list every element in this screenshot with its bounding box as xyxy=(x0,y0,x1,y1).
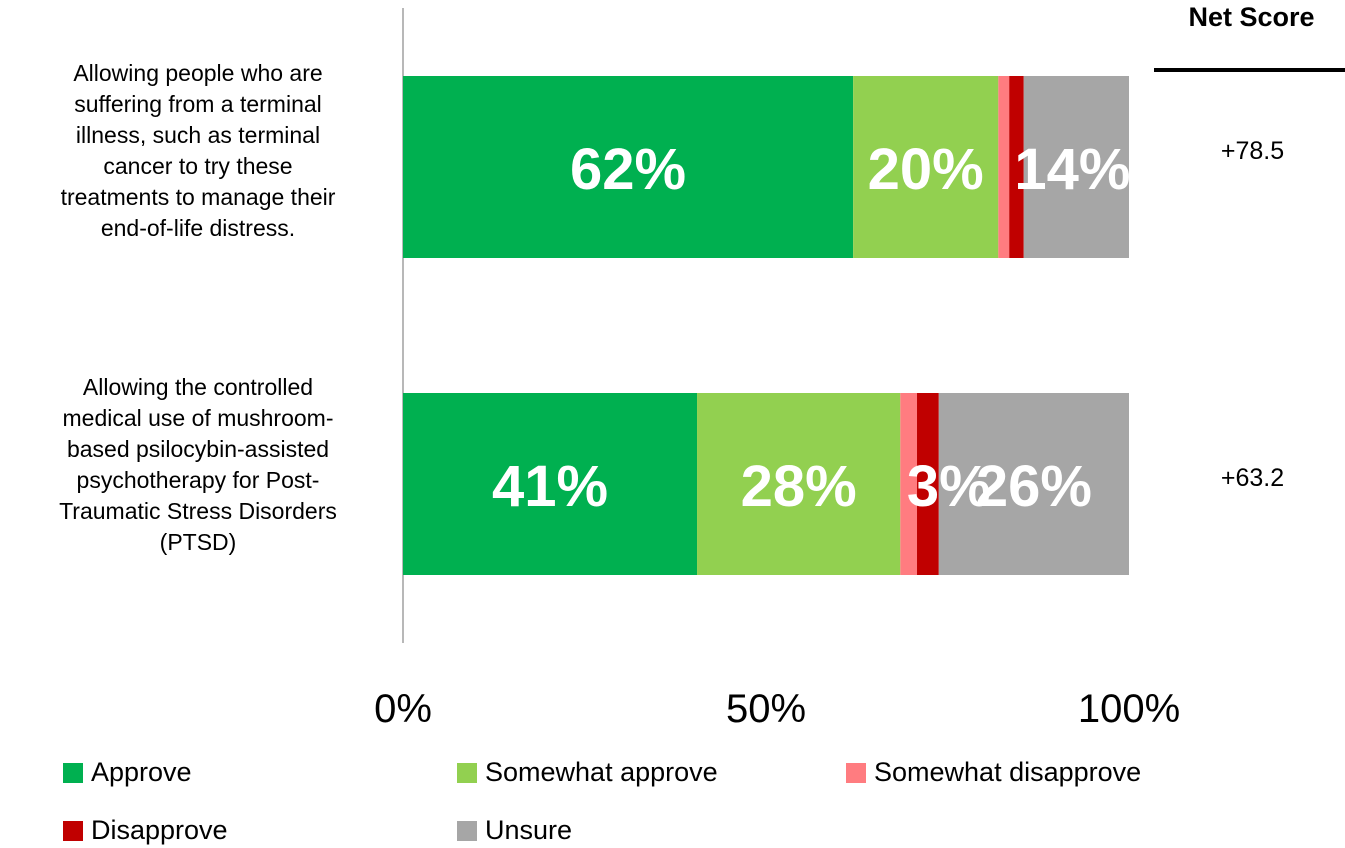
bar-somewhat-approve-1 xyxy=(697,393,901,575)
legend-label-disapprove: Disapprove xyxy=(91,815,228,845)
category-label-line: Allowing people who are xyxy=(73,60,323,86)
legend-item-unsure: Unsure xyxy=(457,815,572,846)
category-label-line: Allowing the controlled xyxy=(82,374,314,400)
data-label-somewhat-approve-1: 28% xyxy=(741,454,857,519)
legend-label-approve: Approve xyxy=(91,757,192,787)
category-label-line: based psilocybin-assisted xyxy=(66,436,330,462)
bar-somewhat-disapprove-1 xyxy=(900,393,918,575)
category-label-0: Allowing people who are suffering from a … xyxy=(8,58,388,244)
net-score-value-1: +63.2 xyxy=(1220,464,1285,492)
net-score-rule xyxy=(1154,68,1345,72)
x-tick-label: 100% xyxy=(1078,687,1180,731)
category-label-line: (PTSD) xyxy=(159,529,237,555)
data-label-approve-1: 41% xyxy=(492,454,608,519)
bar-disapprove-1 xyxy=(917,393,939,575)
legend-label-unsure: Unsure xyxy=(485,815,573,845)
bar-approve-1 xyxy=(403,393,698,575)
data-label-disapprove-1: 3% xyxy=(907,454,991,519)
data-label-unsure-1: 26% xyxy=(976,454,1092,519)
category-label-line: suffering from a terminal xyxy=(74,91,322,117)
category-label-line: illness, such as terminal xyxy=(75,122,321,148)
category-label-line: Traumatic Stress Disorders xyxy=(59,498,337,524)
bar-unsure-1 xyxy=(938,393,1129,575)
legend-swatch-approve xyxy=(63,762,83,783)
category-label-line: medical use of mushroom- xyxy=(62,405,334,431)
legend-label-somewhat-disapprove: Somewhat disapprove xyxy=(874,757,1142,787)
category-label-line: treatments to manage their xyxy=(60,184,336,210)
bar-somewhat-approve-0 xyxy=(853,76,999,258)
legend-swatch-unsure xyxy=(457,820,477,841)
legend-item-somewhat-approve: Somewhat approve xyxy=(457,757,718,788)
category-label-line: psychotherapy for Post- xyxy=(76,467,320,493)
legend-item-disapprove: Disapprove xyxy=(63,815,228,846)
data-label-unsure-0: 14% xyxy=(1014,137,1130,202)
legend-swatch-disapprove xyxy=(63,820,83,841)
legend-item-somewhat-disapprove: Somewhat disapprove xyxy=(846,757,1141,788)
legend-item-approve: Approve xyxy=(63,757,192,788)
legend-label-somewhat-approve: Somewhat approve xyxy=(485,757,718,787)
category-label-line: cancer to try these xyxy=(103,153,293,179)
x-tick-label: 50% xyxy=(726,687,806,731)
net-score-value-0: +78.5 xyxy=(1220,137,1285,165)
legend-swatch-somewhat-approve xyxy=(457,762,477,783)
category-label-1: Allowing the controlled medical use of mu… xyxy=(8,372,388,558)
bar-disapprove-0 xyxy=(1009,76,1024,258)
bar-approve-0 xyxy=(403,76,854,258)
category-label-line: end-of-life distress. xyxy=(100,215,296,241)
bar-somewhat-disapprove-0 xyxy=(998,76,1010,258)
data-label-somewhat-approve-0: 20% xyxy=(868,137,984,202)
net-score-header: Net Score xyxy=(1188,2,1315,32)
data-label-approve-0: 62% xyxy=(570,137,686,202)
legend-swatch-somewhat-disapprove xyxy=(846,762,866,783)
bar-unsure-0 xyxy=(1023,76,1129,258)
x-tick-label: 0% xyxy=(374,687,432,731)
